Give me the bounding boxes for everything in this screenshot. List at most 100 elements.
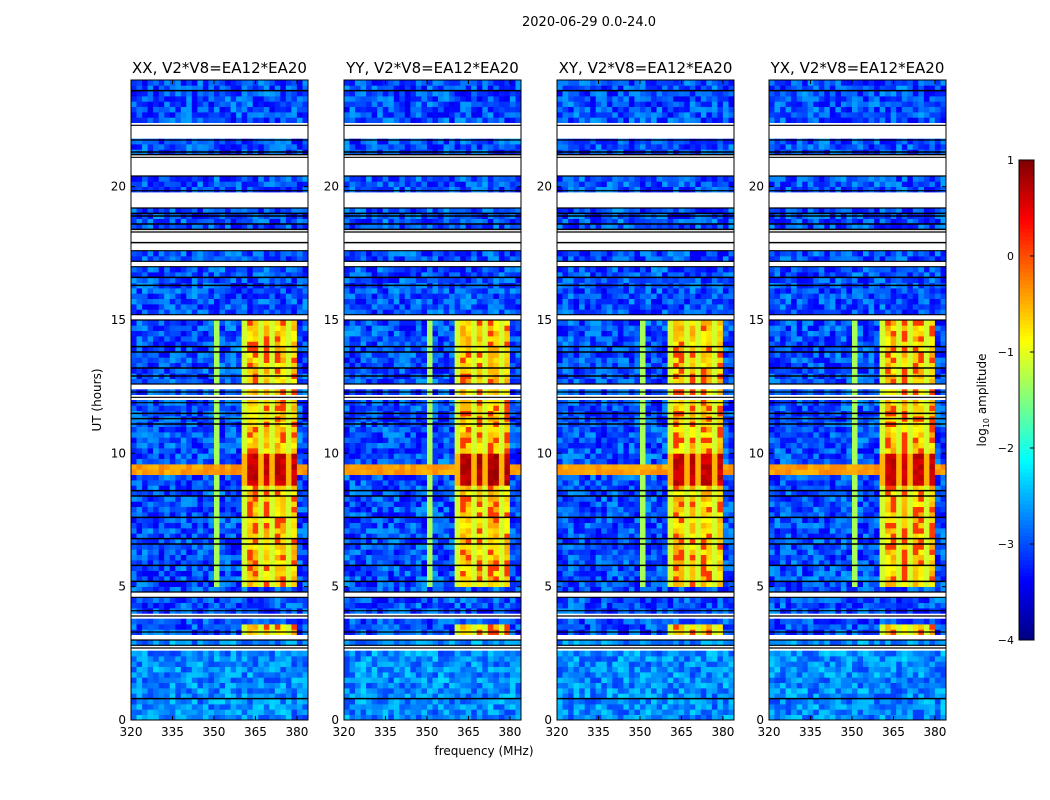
heatmap-cell — [247, 522, 254, 529]
heatmap-cell — [432, 661, 439, 667]
heatmap-cell — [291, 496, 298, 502]
heatmap-cell — [241, 405, 248, 411]
heatmap-cell — [296, 666, 303, 673]
heatmap-cell — [252, 602, 259, 609]
heatmap-cell — [280, 357, 287, 363]
heatmap-cell — [230, 330, 237, 337]
heatmap-cell — [180, 298, 187, 305]
heatmap-cell — [269, 618, 276, 625]
heatmap-cell — [302, 517, 309, 523]
heatmap-cell — [186, 90, 193, 97]
heatmap-cell — [219, 90, 226, 97]
heatmap-cell — [285, 304, 292, 310]
heatmap-cell — [509, 682, 516, 689]
heatmap-cell — [191, 437, 198, 443]
heatmap-cell — [214, 250, 220, 257]
heatmap-cell — [202, 186, 209, 193]
heatmap-cell — [236, 352, 242, 358]
heatmap-cell — [197, 485, 204, 491]
heatmap-cell — [236, 501, 242, 507]
heatmap-cell — [476, 544, 483, 550]
heatmap-cell — [427, 485, 433, 491]
heatmap-cell — [274, 560, 281, 566]
heatmap-cell — [371, 624, 378, 630]
heatmap-cell — [443, 698, 450, 705]
heatmap-cell — [443, 512, 450, 518]
heatmap-cell — [147, 570, 154, 577]
heatmap-cell — [136, 106, 143, 113]
heatmap-cell — [280, 80, 287, 86]
heatmap-cell — [164, 330, 171, 337]
heatmap-cell — [252, 437, 259, 443]
heatmap-cell — [214, 224, 220, 230]
heatmap-cell — [214, 266, 220, 273]
heatmap-cell — [382, 661, 389, 667]
heatmap-cell — [393, 437, 400, 443]
heatmap-cell — [344, 576, 350, 582]
heatmap-cell — [208, 650, 215, 657]
heatmap-cell — [355, 474, 361, 481]
heatmap-cell — [355, 485, 361, 491]
heatmap-cell — [136, 682, 143, 689]
heatmap-cell — [131, 485, 137, 491]
heatmap-cell — [285, 346, 292, 353]
heatmap-cell — [147, 490, 154, 497]
heatmap-cell — [443, 618, 450, 625]
heatmap-cell — [393, 490, 400, 497]
heatmap-cell — [263, 224, 270, 230]
heatmap-cell — [180, 496, 187, 502]
heatmap-cell — [247, 112, 254, 118]
heatmap-cell — [471, 688, 478, 694]
heatmap-cell — [202, 250, 209, 257]
heatmap-cell — [175, 138, 182, 145]
heatmap-cell — [427, 698, 433, 705]
heatmap-cell — [153, 506, 159, 513]
heatmap-cell — [142, 533, 148, 539]
heatmap-cell — [285, 597, 292, 603]
heatmap-cell — [393, 650, 400, 657]
heatmap-cell — [465, 549, 472, 555]
heatmap-cell — [393, 458, 400, 465]
heatmap-cell — [186, 96, 193, 102]
heatmap-cell — [465, 533, 472, 539]
heatmap-cell — [382, 544, 389, 550]
heatmap-cell — [230, 437, 237, 443]
heatmap-cell — [443, 682, 450, 689]
heatmap-cell — [366, 496, 372, 502]
heatmap-cell — [454, 464, 461, 470]
heatmap-cell — [504, 474, 511, 481]
heatmap-cell — [274, 618, 281, 625]
heatmap-cell — [498, 650, 505, 657]
heatmap-cell — [443, 501, 450, 507]
heatmap-cell — [153, 224, 159, 230]
heatmap-cell — [247, 117, 254, 123]
heatmap-cell — [371, 698, 378, 705]
heatmap-cell — [186, 512, 193, 518]
heatmap-cell — [371, 405, 378, 411]
heatmap-cell — [236, 362, 242, 369]
heatmap-cell — [263, 656, 270, 662]
heatmap-cell — [404, 586, 411, 593]
heatmap-cell — [258, 96, 265, 102]
heatmap-cell — [136, 352, 143, 358]
heatmap-cell — [296, 672, 303, 678]
heatmap-cell — [504, 533, 511, 539]
heatmap-cell — [393, 597, 400, 603]
heatmap-cell — [180, 437, 187, 443]
heatmap-cell — [443, 688, 450, 694]
heatmap-cell — [225, 709, 231, 715]
heatmap-cell — [360, 704, 367, 710]
heatmap-cell — [142, 618, 148, 625]
heatmap-cell — [214, 437, 220, 443]
heatmap-cell — [180, 138, 187, 145]
heatmap-cell — [393, 469, 400, 475]
heatmap-cell — [180, 656, 187, 662]
heatmap-cell — [252, 362, 259, 369]
heatmap-cell — [274, 506, 281, 513]
heatmap-cell — [147, 325, 154, 331]
heatmap-cell — [482, 512, 489, 518]
heatmap-cell — [247, 458, 254, 465]
heatmap-cell — [471, 437, 478, 443]
heatmap-cell — [269, 309, 276, 315]
heatmap-cell — [280, 106, 287, 113]
